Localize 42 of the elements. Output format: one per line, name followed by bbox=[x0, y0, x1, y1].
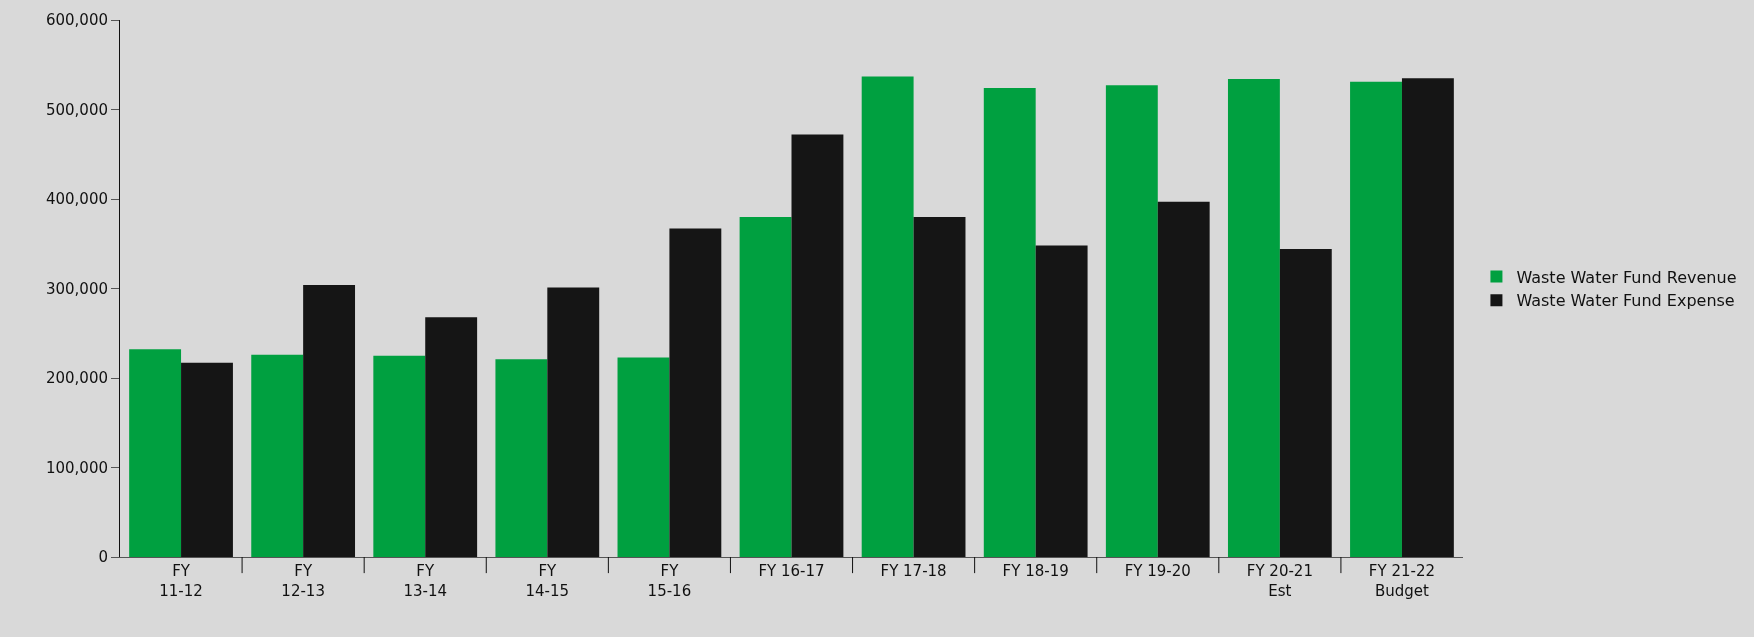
y-tick-label: 500,000 bbox=[45, 100, 108, 119]
bar bbox=[425, 317, 478, 557]
bar bbox=[1279, 249, 1332, 557]
bar bbox=[251, 354, 304, 557]
bar bbox=[983, 88, 1036, 557]
x-tick-label: FY 17-18 bbox=[880, 562, 947, 580]
bar bbox=[181, 362, 233, 557]
x-tick-label: FY 14-15 bbox=[525, 562, 570, 600]
x-tick-label: FY 19-20 bbox=[1124, 562, 1191, 580]
bar bbox=[739, 216, 792, 557]
bar bbox=[1227, 79, 1280, 557]
x-tick-label: FY 18-19 bbox=[1002, 562, 1069, 580]
x-tick-label: FY 11-12 bbox=[159, 562, 203, 600]
bar bbox=[669, 228, 722, 557]
bar bbox=[1035, 245, 1088, 557]
y-tick-label: 300,000 bbox=[45, 279, 108, 298]
bar bbox=[617, 357, 670, 557]
x-tick-label: FY 16-17 bbox=[758, 562, 825, 580]
y-tick-label: 100,000 bbox=[45, 458, 108, 477]
bar bbox=[1350, 81, 1402, 557]
bar bbox=[547, 287, 600, 557]
x-tick-label: FY 12-13 bbox=[281, 562, 325, 600]
bar bbox=[1105, 85, 1158, 557]
bar bbox=[1401, 78, 1454, 557]
bar bbox=[791, 134, 844, 557]
legend-label: Waste Water Fund Expense bbox=[1516, 291, 1735, 311]
legend-label: Waste Water Fund Revenue bbox=[1516, 267, 1737, 287]
x-tick-label: FY 20-21 Est bbox=[1246, 562, 1313, 600]
bar bbox=[861, 76, 914, 557]
bar bbox=[129, 349, 182, 557]
y-tick-label: 400,000 bbox=[45, 190, 108, 209]
x-tick-label: FY 15-16 bbox=[647, 562, 692, 600]
bar bbox=[1157, 201, 1210, 557]
bar bbox=[303, 284, 356, 557]
bar bbox=[913, 216, 966, 557]
y-tick-label: 600,000 bbox=[45, 11, 108, 30]
x-tick-label: FY 21-22 Budget bbox=[1368, 562, 1436, 600]
y-tick-label: 0 bbox=[98, 548, 108, 567]
x-tick-label: FY 13-14 bbox=[403, 562, 448, 600]
bar bbox=[373, 355, 426, 557]
y-tick-label: 200,000 bbox=[45, 369, 108, 388]
bar bbox=[495, 359, 548, 557]
